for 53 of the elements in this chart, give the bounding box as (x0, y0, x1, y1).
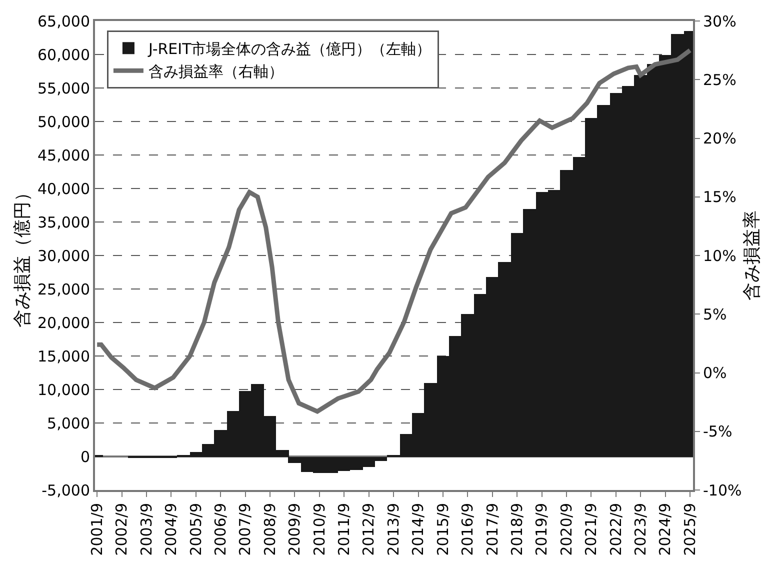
y2-tick-label: 30% (703, 12, 736, 30)
x-tick-label: 2007/9 (236, 503, 254, 556)
y2-tick-label: 0% (703, 364, 727, 382)
x-tick-label: 2023/9 (631, 503, 650, 556)
x-tick-label: 2020/9 (557, 503, 576, 556)
y2-tick-label: 15% (703, 188, 736, 206)
y2-tick-label: 10% (703, 246, 736, 265)
x-tick-label: 2012/9 (360, 503, 378, 556)
legend-label: J-REIT市場全体の含み益（億円）（左軸） (147, 40, 432, 58)
y-tick-label: 5,000 (47, 414, 90, 432)
x-tick-label: 2016/9 (458, 503, 477, 556)
x-tick-label: 2014/9 (409, 503, 428, 556)
y-tick-label: 20,000 (38, 314, 90, 332)
x-tick-label: 2005/9 (186, 503, 205, 556)
x-tick-label: 2009/9 (286, 503, 304, 556)
y2-tick-label: -10% (703, 481, 742, 500)
y-tick-label: 50,000 (38, 112, 90, 131)
x-tick-label: 2025/9 (680, 503, 699, 556)
x-tick-label: 2015/9 (434, 503, 452, 556)
x-tick-label: 2017/9 (483, 503, 502, 556)
x-tick-label: 2011/9 (334, 503, 353, 556)
y-tick-label: -5,000 (42, 481, 90, 500)
y-tick-label: 25,000 (38, 280, 90, 298)
y-tick-label: 15,000 (38, 347, 90, 366)
x-tick-label: 2008/9 (260, 503, 279, 556)
y-tick-label: 10,000 (38, 380, 90, 399)
x-tick-label: 2004/9 (162, 503, 180, 556)
x-tick-label: 2001/9 (88, 503, 106, 556)
y-axis-title: 含み損益（億円） (12, 184, 34, 328)
legend-label: 含み損益率（右軸） (148, 62, 284, 80)
y-tick-label: 45,000 (38, 146, 90, 164)
x-tick-label: 2018/9 (508, 503, 526, 556)
y-tick-label: 55,000 (38, 79, 90, 98)
y-tick-label: 0 (80, 448, 90, 466)
x-tick-label: 2019/9 (532, 503, 551, 556)
x-tick-label: 2006/9 (211, 503, 230, 556)
x-tick-label: 2022/9 (606, 503, 625, 556)
x-tick-label: 2024/9 (656, 503, 674, 556)
y-tick-label: 60,000 (38, 46, 90, 64)
y2-tick-label: -5% (703, 422, 732, 441)
y2-tick-label: 20% (703, 130, 736, 148)
y-tick-label: 30,000 (38, 246, 90, 265)
y2-tick-label: 5% (703, 305, 727, 324)
y2-axis-title: 含み損益率 (741, 210, 762, 300)
y-tick-label: 40,000 (38, 180, 90, 198)
y-tick-label: 65,000 (38, 12, 90, 30)
x-tick-label: 2013/9 (384, 503, 402, 556)
y2-tick-label: 25% (703, 70, 736, 89)
x-tick-label: 2002/9 (112, 503, 131, 556)
y-tick-label: 35,000 (38, 213, 90, 232)
x-tick-label: 2003/9 (137, 503, 156, 556)
x-tick-label: 2021/9 (582, 503, 600, 556)
x-tick-label: 2010/9 (310, 503, 328, 556)
